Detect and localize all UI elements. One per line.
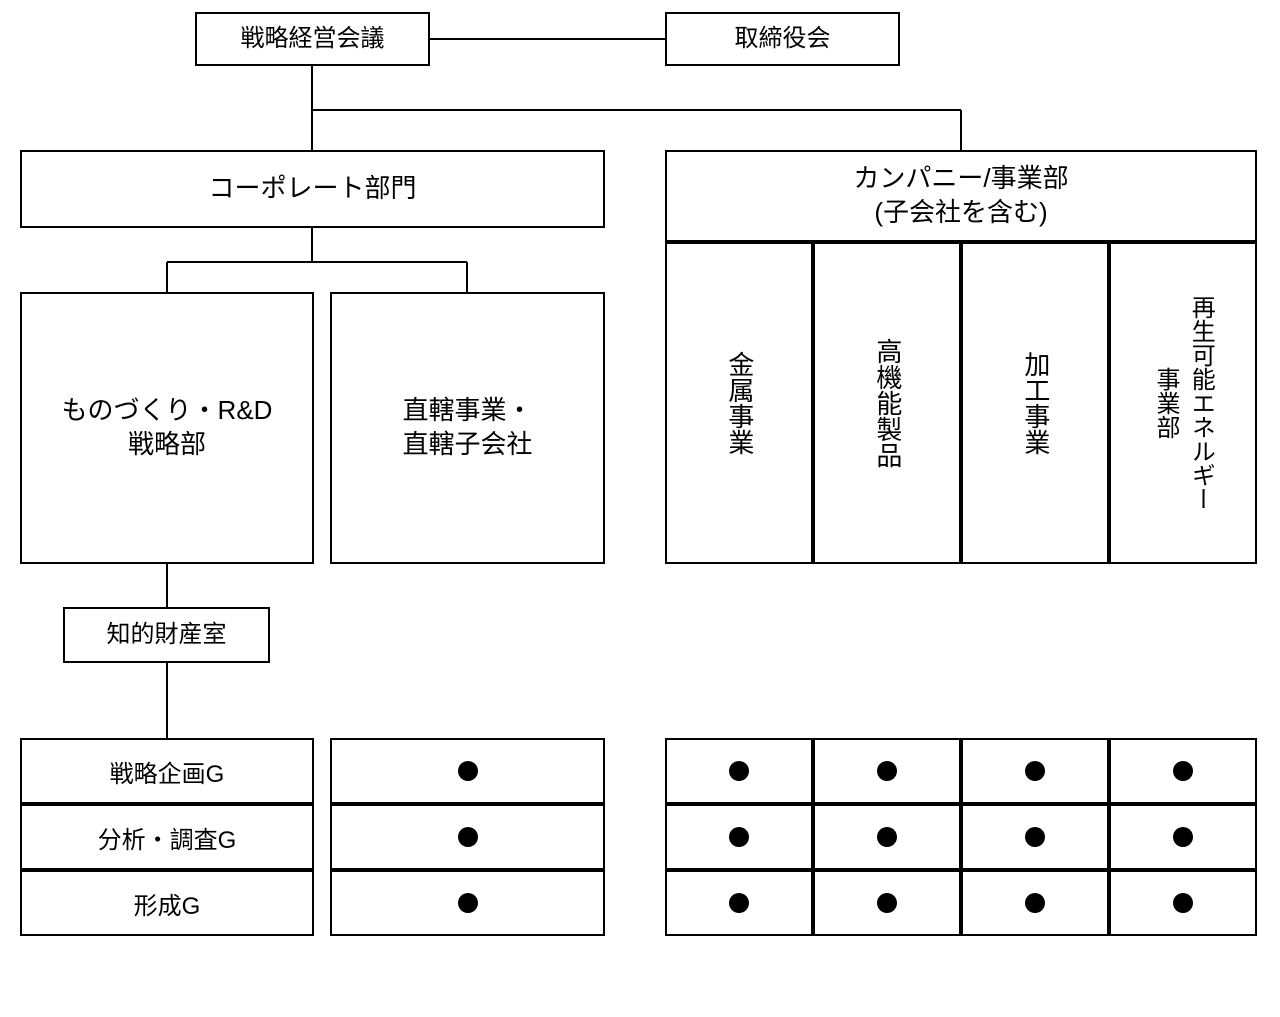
dot-icon [1025,761,1045,781]
dot-icon [458,827,478,847]
org-chart-canvas: 戦略経営会議 取締役会コーポレート部門 カンパニー/事業部(子会社を含む) ものづくり… [0,0,1280,1017]
dot-icon [458,893,478,913]
matrix-row-label-0: 戦略企画G [20,738,314,804]
box-corp: コーポレート部門 [20,150,605,228]
box-direct-label-line1: 直轄事業・ [402,394,532,428]
dot-icon [1173,827,1193,847]
matrix-row-label-text-2: 形成G [134,886,201,921]
matrix-cell-r2-c4 [1109,870,1257,936]
dot-icon [1173,761,1193,781]
box-biz3: 加工事業 [961,242,1109,564]
box-biz3-label: 加工事業 [1018,351,1052,455]
box-biz2-label: 高機能製品 [870,338,904,468]
box-biz4-label-line2: 事業部 [1150,367,1181,439]
box-biz1: 金属事業 [665,242,813,564]
dot-icon [729,893,749,913]
dot-icon [1025,893,1045,913]
box-top_left: 戦略経営会議 [195,12,430,66]
dot-icon [877,761,897,781]
box-top_right: 取締役会 [665,12,900,66]
dot-icon [877,827,897,847]
matrix-cell-r1-c0 [330,804,605,870]
box-direct-label-line2: 直轄子会社 [402,428,532,462]
box-corp-label: コーポレート部門 [208,172,416,206]
matrix-cell-r1-c2 [813,804,961,870]
matrix-cell-r0-c3 [961,738,1109,804]
matrix-cell-r2-c0 [330,870,605,936]
matrix-row-label-text-0: 戦略企画G [110,754,225,789]
box-company: カンパニー/事業部(子会社を含む) [665,150,1257,242]
box-company-label-line1: カンパニー/事業部 [853,162,1068,196]
matrix-cell-r0-c1 [665,738,813,804]
dot-icon [729,761,749,781]
box-ip_office-label: 知的財産室 [107,619,227,650]
box-biz2: 高機能製品 [813,242,961,564]
box-direct: 直轄事業・直轄子会社 [330,292,605,564]
matrix-cell-r0-c4 [1109,738,1257,804]
matrix-row-label-text-1: 分析・調査G [98,820,237,855]
matrix-cell-r1-c4 [1109,804,1257,870]
box-biz4-label-line1: 再生可能エネルギー [1185,295,1216,511]
box-company-label-line2: (子会社を含む) [853,196,1068,230]
dot-icon [1173,893,1193,913]
matrix-cell-r2-c2 [813,870,961,936]
dot-icon [1025,827,1045,847]
box-biz4: 再生可能エネルギー事業部 [1109,242,1257,564]
dot-icon [729,827,749,847]
dot-icon [877,893,897,913]
matrix-cell-r1-c1 [665,804,813,870]
box-top_left-label: 戦略経営会議 [241,23,385,54]
matrix-cell-r2-c1 [665,870,813,936]
dot-icon [458,761,478,781]
matrix-cell-r0-c0 [330,738,605,804]
matrix-row-label-1: 分析・調査G [20,804,314,870]
box-ip_office: 知的財産室 [63,607,270,663]
box-rnd-label-line1: ものづくり・R&D [62,394,273,428]
box-rnd: ものづくり・R&D戦略部 [20,292,314,564]
matrix-cell-r1-c3 [961,804,1109,870]
box-rnd-label-line2: 戦略部 [62,428,273,462]
box-top_right-label: 取締役会 [735,23,831,54]
matrix-cell-r2-c3 [961,870,1109,936]
matrix-row-label-2: 形成G [20,870,314,936]
box-biz1-label: 金属事業 [722,351,756,455]
matrix-cell-r0-c2 [813,738,961,804]
